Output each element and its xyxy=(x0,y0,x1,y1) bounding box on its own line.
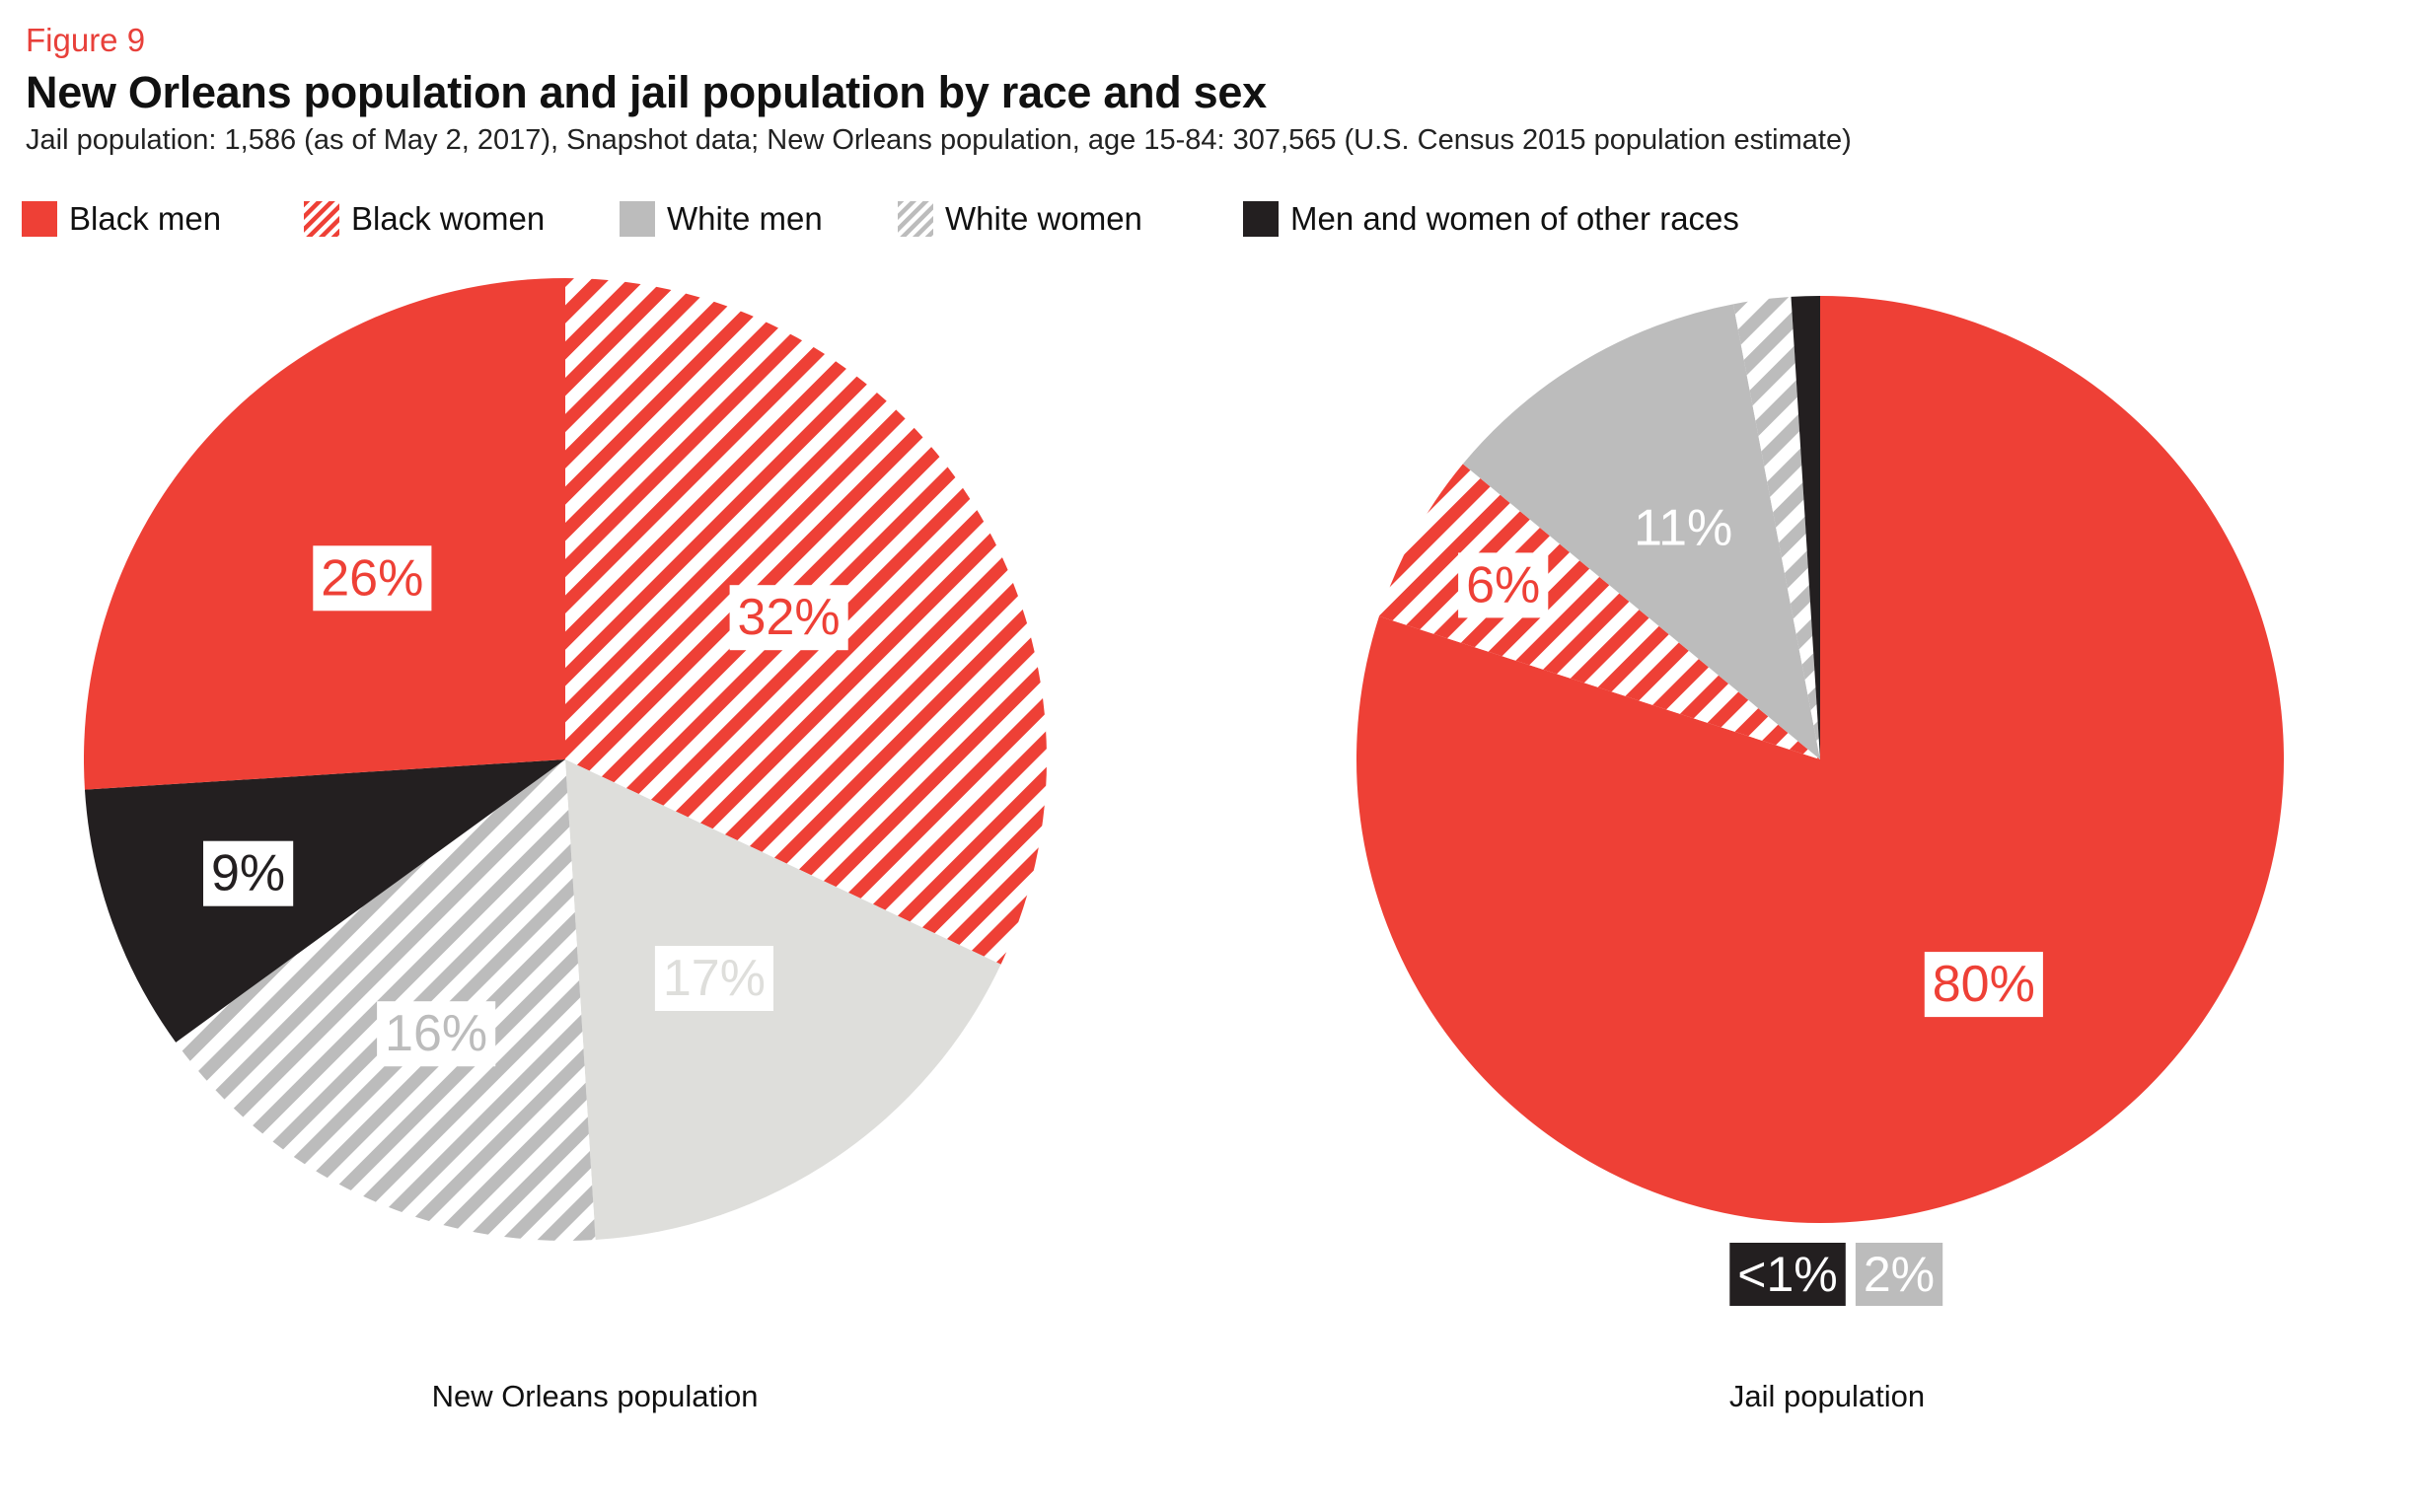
data-label-box-men-and-women-of-other-races xyxy=(203,840,294,906)
legend-swatch-black-men xyxy=(22,201,57,237)
slice-white-women xyxy=(1732,296,1820,759)
legend-label: Black women xyxy=(351,200,546,237)
chart-title: New Orleans population and jail populati… xyxy=(26,67,1267,117)
data-label-black-women: 32% xyxy=(738,589,841,646)
slice-black-men xyxy=(1355,296,2284,1223)
data-label-box-black-men xyxy=(313,545,432,612)
legend-swatch-white-women xyxy=(898,201,933,237)
data-label-black-women: 6% xyxy=(1466,556,1540,613)
slice-black-men xyxy=(83,278,565,790)
data-label-box-black-men xyxy=(1924,952,2043,1018)
data-label-men-and-women-of-other-races: 9% xyxy=(211,845,285,902)
legend-label: White men xyxy=(667,200,823,237)
legend-item-other-races: Men and women of other races xyxy=(1243,197,1739,241)
figure-label: Figure 9 xyxy=(26,22,146,58)
legend-label: Men and women of other races xyxy=(1290,200,1739,237)
data-label-black-men: 26% xyxy=(321,549,423,607)
legend-label: Black men xyxy=(69,200,222,237)
data-label-box-white-women xyxy=(377,1001,496,1067)
data-label-box-white-men xyxy=(1626,495,1741,561)
data-label-box-men-and-women-of-other-races xyxy=(1729,1243,1846,1306)
data-label-box-white-men xyxy=(654,946,773,1011)
data-label-box-white-women xyxy=(1855,1243,1943,1306)
chart-subtitle: Jail population: 1,586 (as of May 2, 201… xyxy=(26,124,1852,156)
legend-swatch-black-women xyxy=(304,201,339,237)
slice-men-and-women-of-other-races xyxy=(1791,296,1820,759)
pie-jail-population: 80% 6% 11% 2% <1% xyxy=(1355,296,2284,1306)
data-label-white-women: 2% xyxy=(1864,1247,1935,1302)
data-label-box-black-women xyxy=(1458,552,1549,618)
legend-item-white-women: White women xyxy=(898,197,1142,241)
legend-item-white-men: White men xyxy=(620,197,823,241)
legend-item-black-women: Black women xyxy=(304,197,545,241)
data-label-white-women: 16% xyxy=(385,1005,487,1062)
legend-label: White women xyxy=(945,200,1142,237)
legend-item-black-men: Black men xyxy=(22,197,221,241)
data-label-black-men: 80% xyxy=(1933,956,2035,1013)
data-label-men-and-women-of-other-races: <1% xyxy=(1737,1247,1837,1302)
data-label-white-men: 11% xyxy=(1634,499,1732,556)
caption-jail-population: Jail population xyxy=(1728,1379,1926,1413)
data-label-white-men: 17% xyxy=(663,950,766,1007)
legend: Black men Black women White men White wo… xyxy=(22,197,2389,241)
caption-new-orleans-population: New Orleans population xyxy=(431,1379,759,1413)
slice-men-and-women-of-other-races xyxy=(84,759,566,1043)
pie-new-orleans-population: 32% 17% 16% 9% 26% xyxy=(83,278,1048,1242)
slice-white-men xyxy=(565,759,1001,1241)
slice-black-women xyxy=(1379,464,1820,759)
data-label-box-black-women xyxy=(729,585,848,651)
legend-swatch-white-men xyxy=(620,201,655,237)
legend-swatch-other-races xyxy=(1243,201,1279,237)
slice-white-women xyxy=(176,759,596,1242)
